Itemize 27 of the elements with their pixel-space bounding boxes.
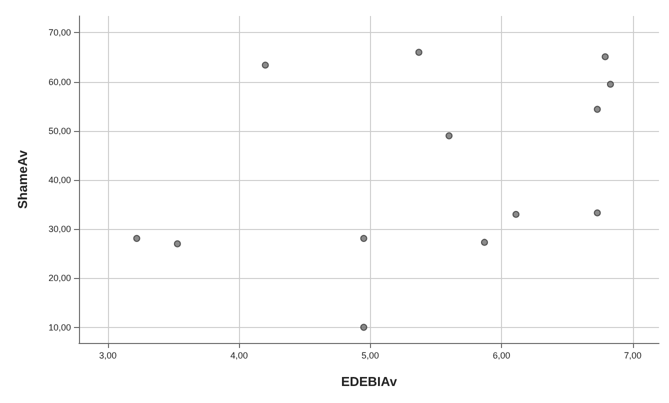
x-tick-label: 6,00	[492, 350, 510, 360]
x-tick-label: 7,00	[624, 350, 642, 360]
point	[262, 62, 269, 69]
point	[602, 53, 609, 60]
point	[606, 80, 614, 88]
point	[594, 106, 601, 113]
point	[133, 234, 140, 242]
point	[446, 132, 453, 140]
point	[480, 238, 488, 246]
point	[512, 210, 520, 218]
x-axis-title: EDEBIAv	[341, 374, 398, 389]
y-tick-label: 50,00	[48, 126, 71, 136]
point	[415, 48, 422, 56]
point	[594, 209, 601, 216]
point	[360, 324, 368, 331]
y-tick-label: 30,00	[48, 224, 71, 234]
y-tick-label: 60,00	[48, 76, 71, 87]
point	[174, 240, 181, 248]
y-tick-label: 10,00	[48, 322, 71, 332]
y-tick-label: 40,00	[48, 174, 71, 185]
x-tick-label: 5,00	[362, 350, 380, 360]
point	[360, 234, 368, 242]
y-tick-label: 20,00	[48, 273, 71, 284]
x-tick-label: 4,00	[230, 350, 248, 360]
y-axis-title: ShameAv	[15, 149, 30, 209]
x-tick-label: 3,00	[99, 350, 117, 360]
y-tick-label: 70,00	[48, 28, 71, 38]
